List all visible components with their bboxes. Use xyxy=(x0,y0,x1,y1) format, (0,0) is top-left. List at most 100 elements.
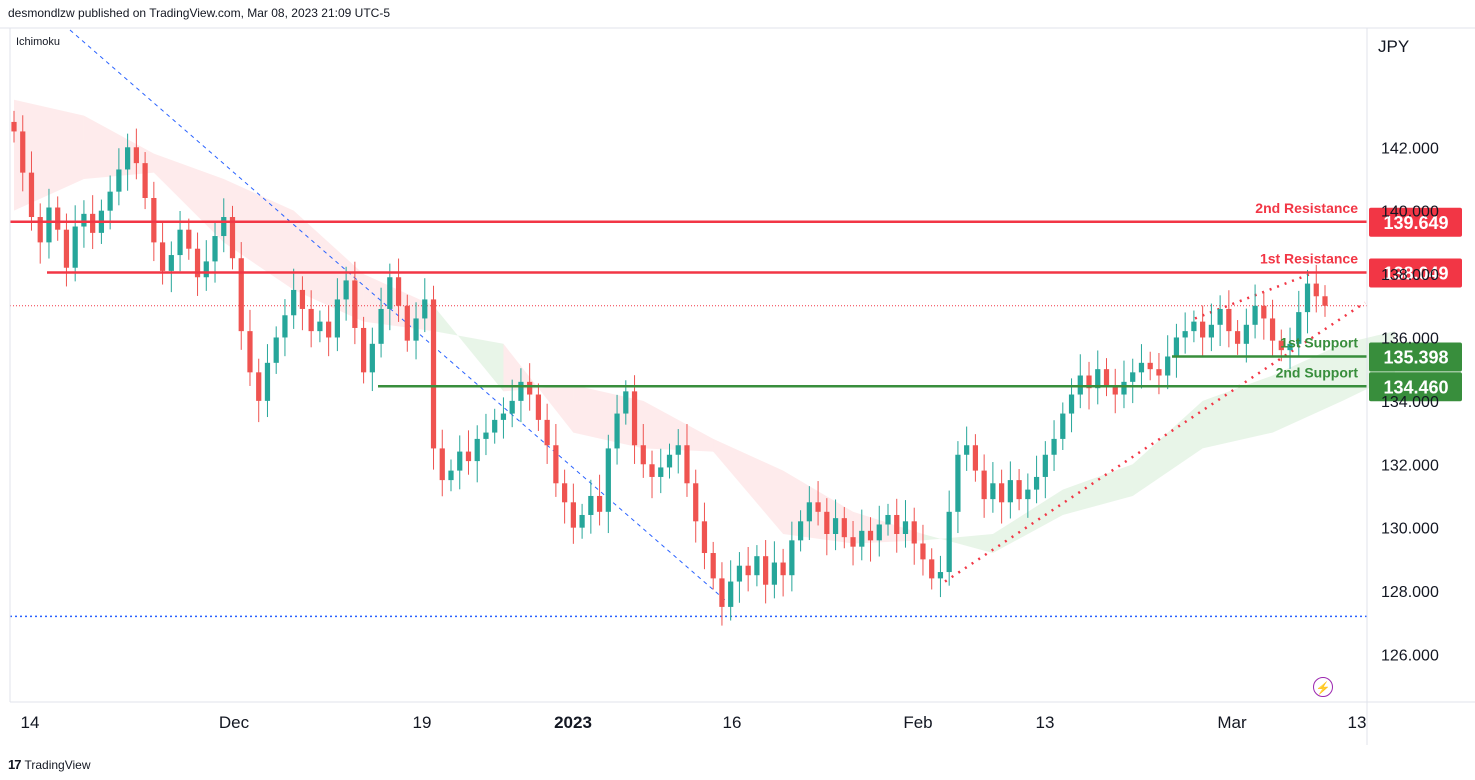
x-tick-label: Mar xyxy=(1217,713,1247,732)
candle-body xyxy=(658,467,664,477)
candle-body xyxy=(352,280,358,328)
y-tick-label: 126.000 xyxy=(1381,647,1439,664)
candle-body xyxy=(1304,283,1311,313)
candle-body xyxy=(1322,296,1328,306)
candle-body xyxy=(763,556,769,585)
x-tick-label: 2023 xyxy=(554,713,592,732)
candle-body xyxy=(1007,480,1013,503)
level-name: 1st Support xyxy=(1280,335,1358,351)
footer-brand[interactable]: 17 TradingView xyxy=(8,757,91,772)
cloud-segment xyxy=(503,343,574,433)
candle-body xyxy=(850,537,856,547)
candle-body xyxy=(745,565,751,576)
ichimoku-cloud xyxy=(14,99,1395,554)
cloud-segment xyxy=(1272,343,1343,433)
candle-body xyxy=(317,321,323,332)
candle-body xyxy=(894,514,900,534)
y-tick-label: 138.000 xyxy=(1381,267,1439,284)
cloud-segment xyxy=(1132,400,1203,496)
candle-body xyxy=(256,372,262,401)
candle-body xyxy=(867,530,874,541)
candle-body xyxy=(535,394,542,420)
candle-body xyxy=(1033,476,1040,490)
lightning-icon[interactable]: ⚡ xyxy=(1313,677,1333,697)
candle-body xyxy=(797,521,804,541)
candle-body xyxy=(465,451,472,462)
candle-body xyxy=(273,337,279,363)
candle-body xyxy=(116,169,122,192)
candle-body xyxy=(832,518,839,534)
candle-body xyxy=(902,521,909,534)
cloud-segment xyxy=(153,153,224,243)
candle-body xyxy=(1173,337,1180,357)
level-price-badge xyxy=(1369,207,1462,237)
x-tick-label: 14 xyxy=(21,713,40,732)
level-price-badge xyxy=(1369,258,1462,288)
candle-body xyxy=(282,315,288,338)
level-price-badge xyxy=(1369,342,1462,372)
candle-body xyxy=(378,308,384,344)
candle-body xyxy=(771,562,777,585)
candle-body xyxy=(588,495,594,515)
candle-body xyxy=(815,502,821,512)
candle-body xyxy=(1208,324,1214,338)
candle-body xyxy=(990,483,996,500)
candle-body xyxy=(579,514,585,528)
x-tick-label: 16 xyxy=(723,713,742,732)
candle-body xyxy=(1261,305,1267,319)
candle-body xyxy=(728,581,734,607)
candle-body xyxy=(1165,356,1171,376)
level-name: 2nd Resistance xyxy=(1255,200,1358,216)
candle-body xyxy=(562,483,568,503)
candle-body xyxy=(90,213,96,233)
candle-body xyxy=(1200,321,1206,338)
candle-body xyxy=(1086,375,1092,389)
candle-body xyxy=(439,448,445,481)
x-tick-label: 19 xyxy=(413,713,432,732)
level-price-label: 135.398 xyxy=(1383,348,1448,368)
y-tick-label: 142.000 xyxy=(1381,140,1439,157)
candle-body xyxy=(1156,369,1162,376)
candle-body xyxy=(1077,375,1083,395)
candle-body xyxy=(474,438,480,462)
candle-body xyxy=(1147,362,1153,370)
candle-body xyxy=(360,327,367,373)
candle-body xyxy=(264,362,271,401)
candle-body xyxy=(492,419,498,433)
candle-body xyxy=(221,217,227,237)
y-tick-label: 136.000 xyxy=(1381,330,1439,347)
candle-body xyxy=(605,448,611,512)
candle-body xyxy=(754,556,760,576)
candle-body xyxy=(649,464,655,477)
candle-body xyxy=(780,562,786,576)
candle-body xyxy=(448,470,454,481)
candle-body xyxy=(972,445,979,471)
indicator-label[interactable]: Ichimoku xyxy=(16,36,61,48)
cloud-segment xyxy=(992,489,1063,554)
candle-body xyxy=(413,318,419,341)
candle-body xyxy=(859,530,865,547)
candle-body xyxy=(11,121,17,132)
candle-body xyxy=(107,191,113,211)
candle-body xyxy=(404,305,410,341)
level-name: 2nd Support xyxy=(1276,364,1359,380)
candle-body xyxy=(1191,321,1197,332)
trend-lines xyxy=(10,29,1367,618)
candle-body xyxy=(430,299,437,449)
candle-body xyxy=(841,518,847,538)
candle-body xyxy=(806,502,812,522)
candle-body xyxy=(623,391,629,414)
candle-body xyxy=(1313,283,1319,297)
candle-body xyxy=(710,553,716,579)
cloud-segment xyxy=(713,438,784,534)
candle-body xyxy=(701,521,708,554)
candle-body xyxy=(1234,331,1241,344)
candle-body xyxy=(614,413,620,449)
candle-body xyxy=(229,217,236,259)
candle-body xyxy=(308,308,314,332)
cloud-segment xyxy=(922,534,993,554)
candle-body xyxy=(920,543,926,560)
candle-body xyxy=(37,217,43,243)
candle-body xyxy=(964,445,970,455)
